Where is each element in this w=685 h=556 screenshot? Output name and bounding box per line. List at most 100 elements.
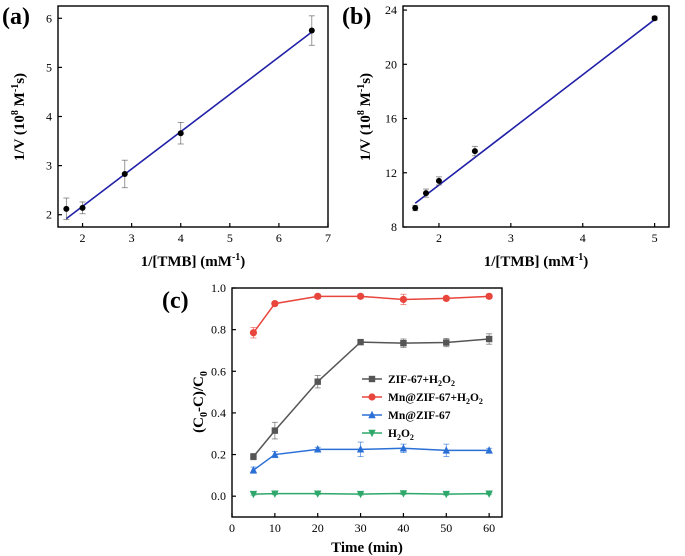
data-point — [423, 190, 430, 197]
x-tick-label: 4 — [178, 231, 184, 245]
y-tick-label: 0.0 — [211, 489, 226, 503]
panel-c-y-axis-label: (C0-C)/C0 — [191, 371, 210, 433]
panel-b-chart: (b) 2 3 4 5 8 12 16 20 24 1/[TMB] (mM-1) 1/V (10… — [342, 3, 670, 270]
y-tick-label: 24 — [385, 3, 397, 17]
x-tick-label: 20 — [312, 521, 324, 535]
x-tick-label: 6 — [276, 231, 282, 245]
series-marker — [442, 490, 450, 499]
panel-b-plot-frame — [402, 5, 670, 228]
series-marker — [249, 465, 258, 474]
x-tick-label: 10 — [269, 521, 281, 535]
y-tick-label: 3 — [46, 159, 52, 173]
panel-c-chart: (c) 0 10 20 30 40 50 60 0.0 0.2 0.4 0.6 0.8 1.0 ZIF-… — [162, 281, 503, 556]
series-line — [252, 447, 490, 471]
legend-label: Mn@ZIF-67 — [388, 410, 451, 422]
y-tick-label: 0.4 — [211, 406, 226, 420]
series-marker — [249, 490, 258, 499]
series-marker — [314, 378, 321, 385]
panel-c-x-axis-label: Time (min) — [331, 540, 403, 556]
legend-marker — [368, 429, 376, 438]
series-marker — [250, 453, 257, 460]
panel-a-chart: (a) 2 3 4 5 6 7 2 3 4 5 6 1/[TMB] (mM-1) 1/V (108 … — [2, 4, 331, 270]
y-tick-label: 12 — [385, 166, 397, 180]
series-marker — [249, 329, 258, 337]
series-marker — [271, 490, 279, 498]
series-marker — [442, 294, 450, 303]
series-marker — [271, 300, 279, 308]
series-line — [252, 295, 490, 334]
x-tick-label: 50 — [440, 521, 452, 535]
x-tick-label: 4 — [580, 231, 586, 245]
panel-a-y-axis-label: 1/V (108 M-1s) — [10, 73, 28, 161]
series-marker — [314, 292, 322, 300]
y-tick-label: 0.2 — [211, 448, 226, 462]
data-point — [79, 204, 86, 211]
legend-marker — [368, 393, 376, 401]
y-tick-label: 1.0 — [211, 281, 226, 295]
panel-c-label: (c) — [162, 288, 189, 314]
data-point — [471, 148, 478, 155]
x-tick-label: 60 — [483, 521, 495, 535]
panel-b-y-axis-label: 1/V (108 M-1s) — [356, 73, 374, 161]
series-marker — [314, 490, 322, 498]
legend-marker — [368, 410, 376, 419]
x-tick-label: 30 — [355, 521, 367, 535]
series-marker — [400, 339, 407, 347]
series-marker — [399, 295, 408, 304]
series-marker — [356, 490, 365, 499]
x-tick-label: 5 — [652, 231, 658, 245]
x-tick-label: 2 — [436, 231, 442, 245]
data-point — [435, 177, 442, 184]
series-marker — [485, 335, 493, 343]
series-marker — [271, 427, 279, 434]
legend-label: Mn@ZIF-67+H2O2 — [388, 392, 483, 406]
x-tick-label: 40 — [397, 521, 409, 535]
y-tick-label: 20 — [385, 57, 397, 71]
y-tick-label: 5 — [46, 60, 52, 74]
data-point — [308, 27, 315, 34]
x-tick-label: 7 — [325, 231, 331, 245]
legend-label: H2O2 — [388, 428, 414, 442]
y-tick-label: 0.6 — [211, 364, 226, 378]
panel-c-plot-frame — [231, 287, 503, 518]
panel-b-label: (b) — [342, 4, 371, 30]
series-line — [253, 492, 490, 495]
series-marker — [443, 339, 450, 346]
panel-c-legend: ZIF-67+H2O2 Mn@ZIF-67+H2O2 Mn@ZIF-67 H2O2 — [362, 374, 483, 442]
x-tick-label: 3 — [129, 231, 135, 245]
legend-label: ZIF-67+H2O2 — [388, 374, 455, 388]
panel-a-x-axis-label: 1/[TMB] (mM-1) — [141, 252, 246, 270]
data-point — [651, 15, 658, 22]
data-point — [412, 205, 419, 212]
series-marker — [485, 490, 493, 498]
series-marker — [485, 292, 493, 300]
y-tick-label: 8 — [391, 220, 397, 234]
y-tick-label: 2 — [46, 208, 52, 222]
panel-a-label: (a) — [2, 4, 30, 30]
series-marker — [399, 444, 408, 452]
panel-b-x-axis-label: 1/[TMB] (mM-1) — [484, 252, 589, 270]
series-marker — [356, 445, 365, 453]
fit-line — [65, 31, 313, 220]
data-point — [177, 130, 184, 137]
y-tick-label: 6 — [46, 11, 52, 25]
series-marker — [314, 445, 322, 453]
fit-line — [414, 18, 656, 204]
series-marker — [356, 292, 365, 300]
series-marker — [271, 450, 279, 458]
series-marker — [485, 446, 493, 454]
x-tick-label: 3 — [508, 231, 514, 245]
series-marker — [399, 490, 408, 498]
data-point — [63, 205, 70, 212]
y-tick-label: 4 — [46, 110, 52, 124]
series-marker — [357, 338, 364, 346]
legend-marker — [368, 375, 376, 383]
x-tick-label: 2 — [80, 231, 86, 245]
y-tick-label: 0.8 — [211, 323, 226, 337]
series-marker — [442, 446, 450, 454]
y-tick-label: 16 — [385, 112, 397, 126]
x-tick-label: 0 — [229, 521, 235, 535]
data-point — [121, 170, 128, 177]
x-tick-label: 5 — [227, 231, 233, 245]
